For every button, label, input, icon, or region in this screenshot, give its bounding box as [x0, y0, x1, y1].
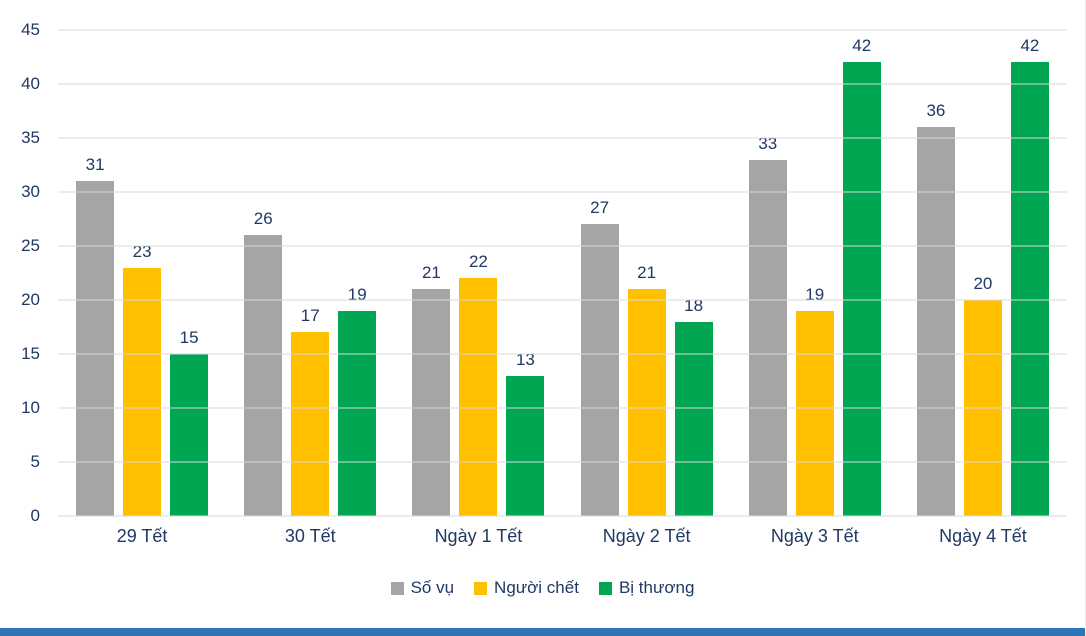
bar	[338, 310, 377, 516]
legend-marker-icon	[474, 581, 488, 595]
legend-item: Số vụ	[390, 578, 455, 598]
bar	[1010, 62, 1049, 516]
bar-data-label: 17	[300, 306, 320, 326]
bottom-border-strip	[0, 628, 1085, 636]
bar-groups: 31 23 15 26 17 19 21 22 13 27 21 18 33 19 42 36 20 42	[58, 30, 1067, 516]
bar	[291, 332, 330, 516]
bar-data-label: 42	[1020, 36, 1040, 56]
gridline	[58, 191, 1067, 193]
bar-group: 26 17 19	[226, 30, 394, 516]
bar	[123, 267, 162, 516]
y-axis-tick-label: 15	[21, 344, 40, 364]
bar	[580, 224, 619, 516]
gridline	[58, 299, 1067, 301]
bar	[842, 62, 881, 516]
legend-item: Bị thương	[598, 578, 695, 598]
legend-label: Số vụ	[410, 578, 455, 597]
bar-wrap: 23	[123, 242, 162, 516]
bar-data-label: 21	[637, 263, 657, 283]
bar	[170, 354, 209, 516]
bar-wrap: 19	[338, 285, 377, 516]
y-axis-tick-label: 35	[21, 128, 40, 147]
bar-data-label: 27	[590, 198, 610, 218]
x-axis: 29 Tết 30 Tết Ngày 1 Tết Ngày 2 Tết Ngày 3 T…	[58, 526, 1067, 547]
x-axis-category-label: Ngày 4 Tết	[939, 526, 1027, 546]
y-axis-tick-label: 45	[21, 20, 40, 39]
x-axis-category-label: Ngày 3 Tết	[770, 526, 859, 546]
bar-data-label: 21	[421, 263, 441, 283]
bar-group: 21 22 13	[394, 30, 562, 516]
bar-group: 36 20 42	[899, 30, 1067, 516]
x-axis-category-label: Ngày 1 Tết	[434, 526, 523, 546]
bar-data-label: 26	[253, 209, 273, 229]
y-axis-tick-label: 10	[21, 398, 40, 417]
bar	[795, 310, 834, 516]
bar-data-label: 15	[179, 328, 199, 348]
bar-data-label: 19	[347, 284, 367, 304]
bar	[674, 321, 713, 516]
y-axis: 0 5 10 15 20 25 30 35 40 45	[0, 20, 48, 525]
bar-data-label: 22	[468, 252, 488, 272]
gridline	[58, 353, 1067, 355]
y-axis-tick-label: 20	[21, 290, 40, 309]
bar	[506, 375, 545, 516]
bar-data-label: 31	[85, 155, 105, 175]
bar	[244, 235, 283, 516]
bar-group: 27 21 18	[563, 30, 731, 516]
bar	[412, 289, 451, 516]
gridline	[58, 29, 1067, 31]
bar-data-label: 19	[805, 284, 825, 304]
bar-wrap: 15	[170, 328, 209, 516]
bar-data-label: 20	[973, 274, 993, 293]
y-axis-tick-label: 0	[30, 506, 40, 525]
legend-label: Bị thương	[618, 578, 695, 597]
bar	[627, 289, 666, 516]
bar-wrap: 26	[244, 209, 283, 516]
gridline	[58, 137, 1067, 139]
bar-data-label: 42	[852, 36, 872, 56]
legend: Số vụ Người chết Bị thương	[0, 578, 1085, 598]
y-axis-tick-label: 40	[21, 74, 40, 93]
x-axis-category-label: 30 Tết	[284, 526, 336, 546]
bar-wrap: 42	[842, 36, 881, 516]
bar-wrap: 31	[76, 155, 115, 516]
bar	[459, 278, 498, 516]
bar-wrap: 33	[748, 134, 787, 516]
plot-area: 31 23 15 26 17 19 21 22 13 27 21 18 33 19 42 36 20 42	[58, 29, 1067, 517]
legend-item: Người chết	[474, 578, 579, 598]
x-axis-category-label: Ngày 2 Tết	[602, 526, 691, 546]
bar-wrap: 21	[412, 263, 451, 516]
bar-wrap: 22	[459, 252, 498, 516]
y-axis-tick-label: 25	[21, 236, 40, 255]
gridline	[58, 83, 1067, 85]
bar	[916, 127, 955, 516]
bar-group: 33 19 42	[731, 30, 899, 516]
bar-wrap: 27	[580, 198, 619, 516]
bar-wrap: 17	[291, 306, 330, 516]
gridline	[58, 407, 1067, 409]
bar-wrap: 18	[674, 296, 713, 516]
bar	[76, 181, 115, 516]
bar-wrap: 13	[506, 350, 545, 516]
legend-label: Người chết	[494, 578, 579, 597]
bar-wrap: 42	[1010, 36, 1049, 516]
gridline	[58, 515, 1067, 517]
gridline	[58, 245, 1067, 247]
bar-data-label: 36	[926, 101, 946, 121]
bar	[748, 159, 787, 516]
bar-wrap: 21	[627, 263, 666, 516]
legend-marker-icon	[598, 581, 612, 595]
x-axis-category-label: 29 Tết	[116, 526, 168, 546]
gridline	[58, 461, 1067, 463]
legend-marker-icon	[390, 581, 404, 595]
y-axis-tick-label: 30	[21, 182, 40, 202]
bar-wrap: 36	[916, 101, 955, 516]
y-axis-tick-label: 5	[30, 452, 40, 471]
bar-wrap: 19	[795, 285, 834, 516]
bar-group: 31 23 15	[58, 30, 226, 516]
